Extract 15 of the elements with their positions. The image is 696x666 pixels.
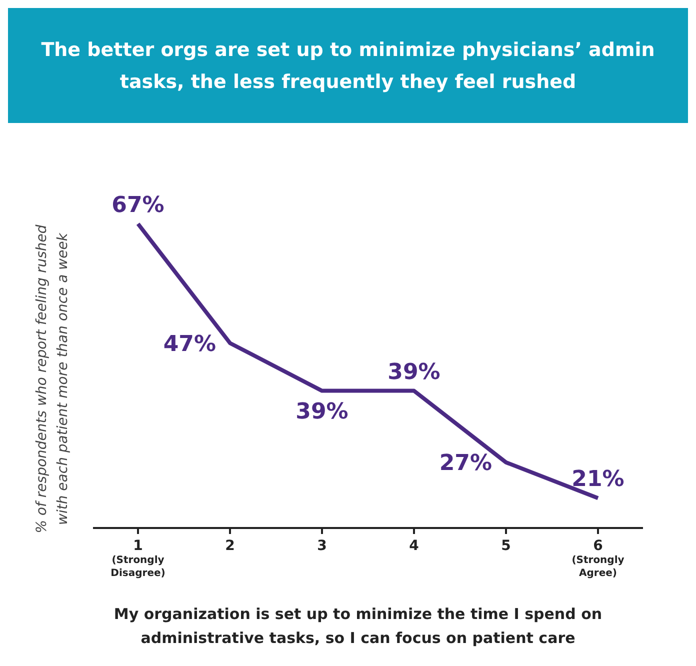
x-tick-label: 6 (Strongly Agree) bbox=[572, 538, 625, 579]
y-axis-title: % of respondents who report feeling rushed with each patient more than once a week bbox=[33, 224, 72, 536]
x-tick-label: 3 bbox=[317, 538, 327, 554]
chart-title: The better orgs are set up to minimize physicians’ admin tasks, the less frequently they feel rushed bbox=[8, 8, 688, 123]
x-tick-label: 4 bbox=[409, 538, 420, 554]
data-label: 67% bbox=[112, 192, 164, 218]
data-label: 39% bbox=[388, 360, 440, 385]
data-label: 47% bbox=[163, 332, 216, 357]
data-label: 27% bbox=[439, 451, 492, 476]
x-tick-label: 2 bbox=[225, 538, 235, 554]
data-label: 21% bbox=[572, 467, 624, 492]
data-label: 39% bbox=[296, 399, 348, 424]
x-tick-label: 1 (Strongly Disagree) bbox=[110, 538, 166, 579]
x-tick-label: 5 bbox=[501, 538, 511, 554]
x-axis-title: My organization is set up to minimize the time I spend on administrative tasks, so I can focus on patient care bbox=[112, 604, 604, 649]
